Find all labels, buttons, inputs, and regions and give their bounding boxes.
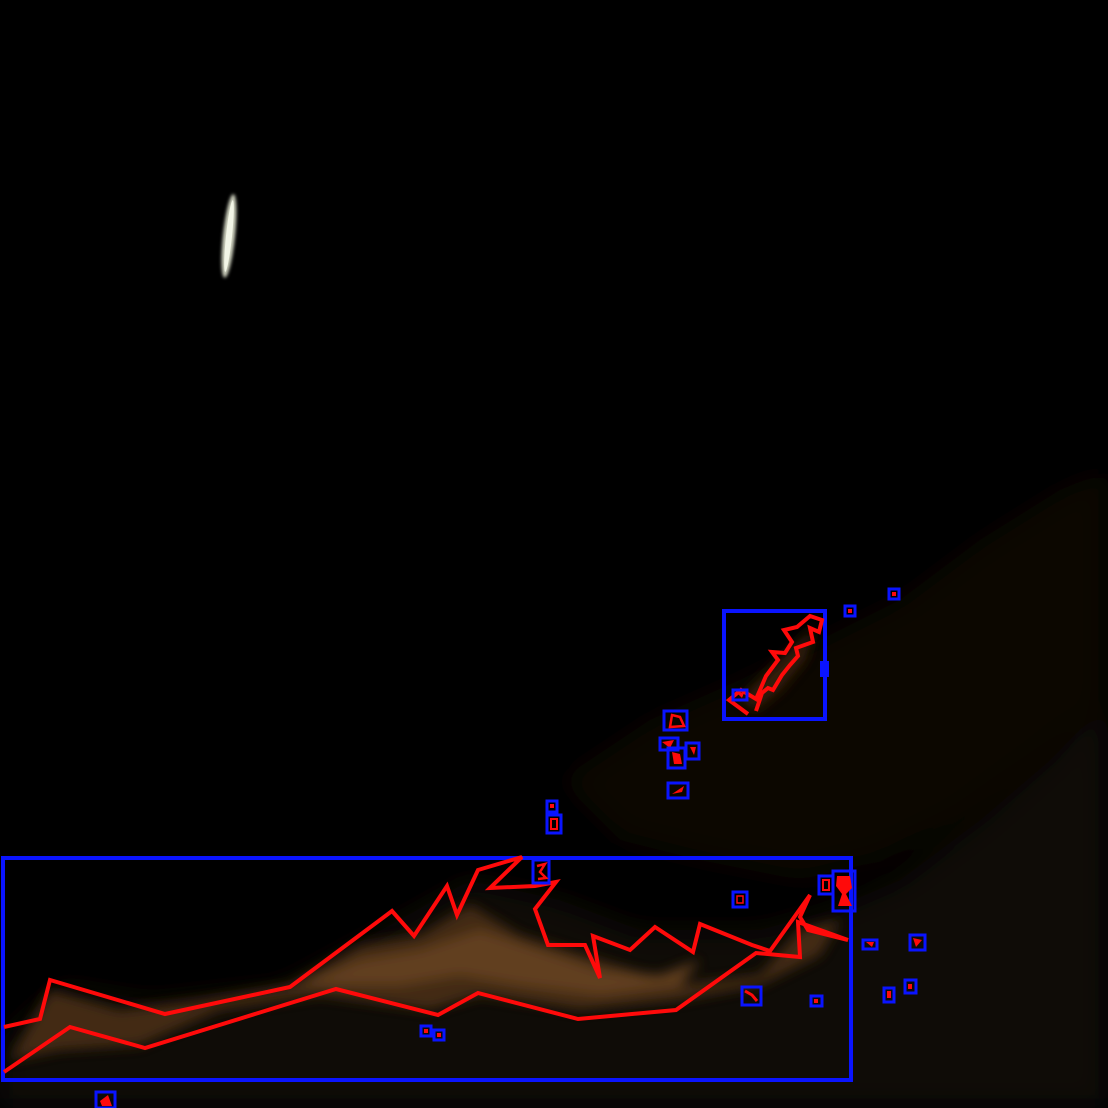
detection-polygon-small	[913, 938, 922, 947]
detection-marker	[424, 1029, 428, 1033]
detection-marker	[848, 609, 852, 613]
detection-box-small[interactable]	[531, 858, 551, 885]
detection-box-small[interactable]	[903, 978, 918, 995]
detection-marker	[892, 592, 896, 596]
detection-polygon-large-upper	[725, 613, 825, 716]
detection-overlay	[1, 587, 927, 1108]
detection-polygon-small	[690, 747, 696, 755]
detection-box-large-band[interactable]	[1, 856, 853, 1082]
detection-box-small[interactable]	[662, 709, 689, 732]
detection-polygon-small	[100, 1095, 112, 1106]
detection-polygon-small	[662, 740, 674, 748]
detection-box-small[interactable]	[545, 813, 563, 835]
detection-polygon-small	[737, 693, 744, 698]
detection-polygon-large-band	[2, 855, 849, 1074]
detection-box-small[interactable]	[908, 933, 927, 952]
detection-box-small[interactable]	[684, 741, 701, 761]
detection-box-small[interactable]	[843, 604, 857, 618]
detection-box-small[interactable]	[94, 1090, 117, 1108]
detection-box-small[interactable]	[545, 799, 559, 814]
detection-polygon-small	[672, 752, 682, 764]
detection-marker	[908, 984, 912, 989]
bright-feature	[221, 194, 237, 278]
detection-box-small[interactable]	[740, 985, 763, 1007]
detection-box-small[interactable]	[861, 938, 879, 951]
detection-box-small[interactable]	[731, 688, 749, 702]
detection-marker	[887, 991, 891, 998]
detection-box-small[interactable]	[432, 1028, 446, 1042]
detection-box-small[interactable]	[882, 986, 896, 1004]
detection-polygon-small	[836, 876, 852, 906]
detection-box-small[interactable]	[666, 781, 690, 800]
detection-box-tiny[interactable]	[820, 661, 829, 677]
detection-polygon-small	[672, 786, 684, 794]
detection-polygon-small	[744, 989, 759, 1002]
detection-polygon-small	[866, 942, 874, 947]
detection-box-small[interactable]	[887, 587, 901, 601]
detection-polygon-small	[822, 879, 830, 891]
detection-box-small[interactable]	[731, 890, 749, 909]
detection-marker	[437, 1033, 441, 1037]
detection-marker	[550, 804, 554, 808]
detection-box-small[interactable]	[419, 1024, 433, 1038]
detection-box-small[interactable]	[831, 869, 857, 913]
detection-polygon-small	[736, 895, 744, 904]
detection-marker	[814, 999, 818, 1003]
detection-polygon-small	[668, 713, 686, 729]
detection-polygon-small	[550, 818, 558, 830]
detection-polygon-small	[536, 862, 549, 881]
detection-box-small[interactable]	[809, 994, 824, 1008]
